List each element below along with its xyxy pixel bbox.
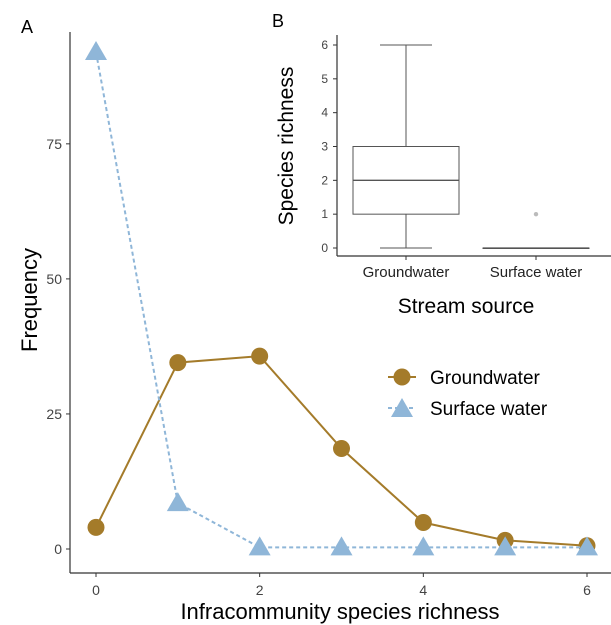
panel-b-boxes	[352, 44, 590, 249]
y-tick-label: 75	[46, 136, 62, 152]
legend-groundwater-label: Groundwater	[430, 368, 541, 389]
panel-a-y-ticks: 0 25 50 75	[46, 136, 70, 557]
y-tick-label: 50	[46, 271, 62, 287]
legend-surface-water-label: Surface water	[430, 399, 548, 420]
surface-water-point	[576, 536, 598, 556]
b-y-tick-label: 2	[321, 173, 328, 187]
panel-a-label: A	[21, 17, 33, 37]
b-y-tick-label: 1	[321, 207, 328, 221]
panel-a-x-ticks: 0 2 4 6	[92, 573, 591, 598]
b-y-tick-label: 5	[321, 72, 328, 86]
panel-b-label: B	[272, 11, 284, 31]
panel-a-series	[85, 41, 598, 556]
b-y-tick-label: 0	[321, 241, 328, 255]
surface-water-point	[412, 536, 435, 556]
groundwater-point	[169, 354, 187, 372]
y-tick-label: 25	[46, 406, 62, 422]
x-tick-label: 2	[256, 582, 264, 598]
x-tick-label: 6	[583, 582, 591, 598]
groundwater-point	[251, 347, 269, 365]
groundwater-point	[87, 518, 105, 536]
b-y-tick-label: 4	[321, 106, 328, 120]
surface-water-point	[494, 536, 517, 556]
surface-water-outlier-point	[533, 211, 539, 217]
x-tick-label: 0	[92, 582, 100, 598]
panel-a-y-axis-title: Frequency	[17, 248, 42, 352]
surface-water-point	[166, 492, 189, 512]
panel-b-x-ticks: Groundwater Surface water	[363, 256, 583, 281]
panel-a-x-axis-title: Infracommunity species richness	[180, 599, 499, 624]
panel-b-y-axis-title: Species richness	[275, 67, 298, 226]
b-y-tick-label: 6	[321, 38, 328, 52]
b-x-tick-label: Surface water	[490, 264, 583, 281]
surface-water-point	[248, 536, 271, 556]
surface-water-point	[85, 41, 107, 60]
panel-a-legend: Groundwater Surface water	[388, 368, 548, 420]
panel-b-y-ticks: 0 1 2 3 4 5 6	[321, 38, 337, 255]
b-y-tick-label: 3	[321, 140, 328, 154]
y-tick-label: 0	[54, 541, 62, 557]
panel-b: B 0 1 2 3 4 5 6 Groundwater Surface water Speci…	[268, 8, 611, 326]
x-tick-label: 4	[419, 582, 427, 598]
groundwater-point	[414, 514, 432, 532]
legend-surface-water-marker	[391, 398, 413, 417]
surface-water-point	[330, 536, 353, 556]
b-x-tick-label: Groundwater	[363, 264, 450, 281]
groundwater-point	[333, 440, 350, 458]
legend-groundwater-marker	[393, 368, 411, 386]
panel-b-x-axis-title: Stream source	[398, 295, 535, 318]
